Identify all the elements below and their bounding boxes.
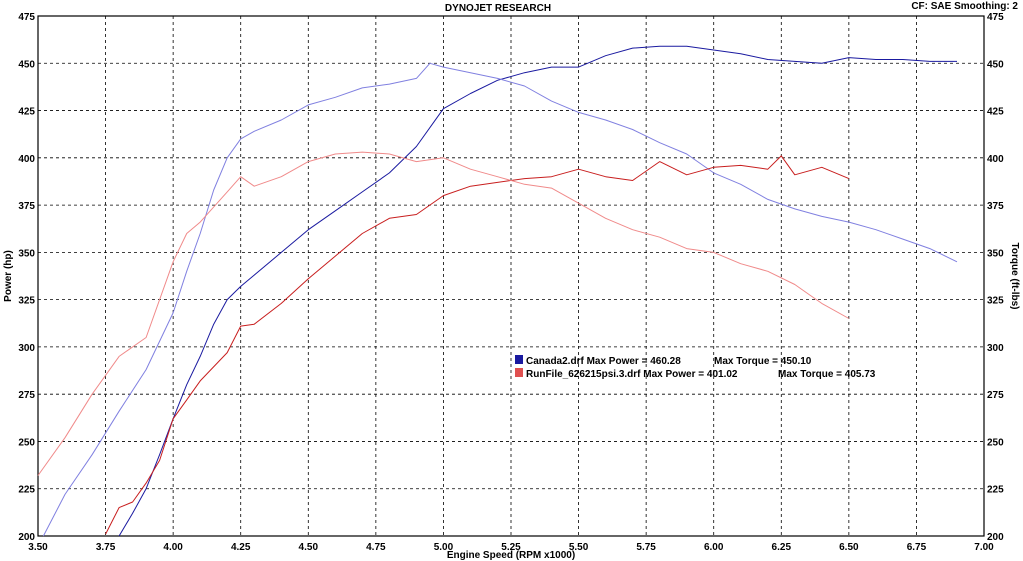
y2-tick-label: 250 [987,437,1004,448]
y-tick-label: 200 [18,532,35,543]
y-tick-label: 250 [18,437,35,448]
y-tick-label: 400 [18,154,35,165]
y2-tick-label: 400 [987,154,1004,165]
chart-title: DYNOJET RESEARCH [445,3,551,14]
y-tick-label: 225 [18,485,35,496]
y-tick-label: 375 [18,201,35,212]
x-tick-label: 4.00 [163,542,183,553]
y-tick-label: 300 [18,343,35,354]
x-tick-label: 5.00 [434,542,454,553]
y-tick-label: 450 [18,59,35,70]
y2-tick-label: 375 [987,201,1004,212]
y-tick-label: 275 [18,390,35,401]
y-tick-label: 475 [18,12,35,23]
x-tick-label: 6.75 [907,542,927,553]
y2-tick-label: 425 [987,107,1004,118]
series-run1-power [118,45,957,537]
x-tick-label: 4.75 [366,542,386,553]
series-run2-power [105,155,850,535]
y2-tick-label: 300 [987,343,1004,354]
x-tick-label: 7.00 [974,542,994,553]
x-tick-label: 5.75 [636,542,656,553]
chart-settings: CF: SAE Smoothing: 2 [911,1,1018,12]
x-tick-label: 6.00 [704,542,724,553]
y2-tick-label: 350 [987,248,1004,259]
series-run2-torque [37,151,850,476]
legend-swatch-run2 [515,368,523,377]
x-tick-label: 4.25 [231,542,251,553]
x-tick-label: 3.75 [96,542,116,553]
legend-run1-power: Canada2.drf Max Power = 460.28 [526,356,681,367]
x-axis-label: Engine Speed (RPM x1000) [447,550,575,561]
y-tick-label: 350 [18,248,35,259]
legend-swatch-run1 [515,355,523,364]
legend-run2-power: RunFile_626215psi.3.drf Max Power = 401.… [526,369,738,380]
y2-tick-label: 325 [987,296,1004,307]
x-tick-label: 4.50 [299,542,319,553]
series-run1-torque [42,62,958,537]
y2-tick-label: 450 [987,59,1004,70]
x-tick-label: 5.25 [501,542,521,553]
y2-axis-label: Torque (ft-lbs) [1009,242,1020,309]
y-axis-label: Power (hp) [3,250,14,302]
grid-lines [38,16,984,536]
x-tick-label: 6.25 [772,542,792,553]
y2-tick-label: 475 [987,12,1004,23]
tick-labels: 3.50 3.75 4.00 4.25 4.50 4.75 5.00 5.25 5.50 5.75… [18,12,1004,553]
legend-run1-torque: Max Torque = 450.10 [714,356,812,367]
y-tick-label: 425 [18,107,35,118]
series-lines [37,45,958,537]
y2-tick-label: 200 [987,532,1004,543]
x-tick-label: 6.50 [839,542,859,553]
y-tick-label: 325 [18,296,35,307]
x-tick-label: 3.50 [28,542,48,553]
y2-tick-label: 275 [987,390,1004,401]
legend-run2-torque: Max Torque = 405.73 [778,369,876,380]
legend: Canada2.drf Max Power = 460.28 Max Torqu… [515,355,876,380]
y2-tick-label: 225 [987,485,1004,496]
x-tick-label: 5.50 [569,542,589,553]
